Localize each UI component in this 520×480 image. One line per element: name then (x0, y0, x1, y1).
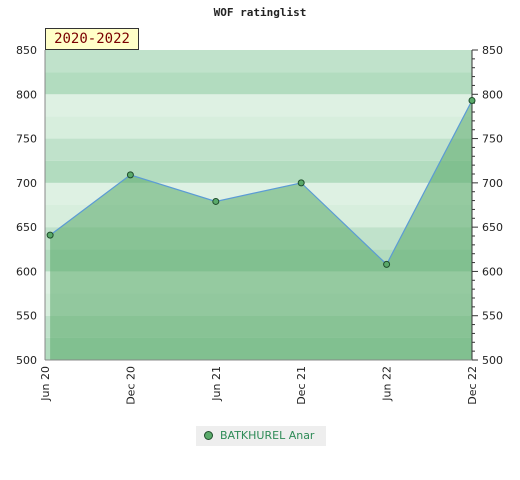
grid-band (45, 50, 472, 73)
x-tick-label: Jun 20 (39, 366, 52, 402)
x-tick-label: Dec 21 (295, 366, 308, 405)
grid-band (45, 160, 472, 183)
y-tick-label-right: 750 (482, 133, 503, 146)
grid-band (45, 72, 472, 95)
data-point (46, 231, 54, 239)
legend-marker-icon (204, 430, 213, 440)
points-layer (46, 96, 476, 268)
period-badge: 2020-2022 (45, 28, 139, 50)
y-tick-label-left: 750 (16, 133, 37, 146)
x-tick-label: Dec 22 (466, 366, 479, 405)
axes: 500 500 550 550 600 600 650 650 700 700 750 750 800 8… (16, 44, 503, 405)
chart-title: WOF ratinglist (213, 6, 307, 19)
grid-band (45, 94, 472, 117)
y-tick-label-right: 600 (482, 265, 503, 278)
grid-band (45, 116, 472, 139)
y-tick-label-left: 700 (16, 177, 37, 190)
legend-series-name: BATKHUREL Anar (220, 429, 315, 442)
data-point (297, 179, 305, 187)
series-line (49, 100, 473, 266)
series-area (50, 100, 473, 360)
y-tick-label-left: 850 (16, 44, 37, 57)
y-tick-label-right: 700 (482, 177, 503, 190)
y-tick-label-left: 650 (16, 221, 37, 234)
y-tick-label-left: 800 (16, 88, 37, 101)
data-point (126, 171, 134, 179)
x-tick-label: Dec 20 (124, 366, 137, 405)
y-tick-label-right: 650 (482, 221, 503, 234)
area-layer (50, 100, 473, 360)
grid-band (45, 138, 472, 161)
legend[interactable]: BATKHUREL Anar (196, 426, 326, 446)
line-layer (49, 100, 473, 266)
data-point (383, 260, 391, 268)
data-point (212, 197, 220, 205)
y-tick-label-right: 800 (482, 88, 503, 101)
x-tick-label: Jun 22 (381, 366, 394, 402)
y-tick-label-right: 850 (482, 44, 503, 57)
y-tick-label-right: 500 (482, 354, 503, 367)
y-tick-label-left: 600 (16, 265, 37, 278)
y-tick-label-left: 550 (16, 310, 37, 323)
y-tick-label-left: 500 (16, 354, 37, 367)
x-tick-label: Jun 21 (210, 366, 223, 402)
y-tick-label-right: 550 (482, 310, 503, 323)
data-point (468, 96, 476, 104)
